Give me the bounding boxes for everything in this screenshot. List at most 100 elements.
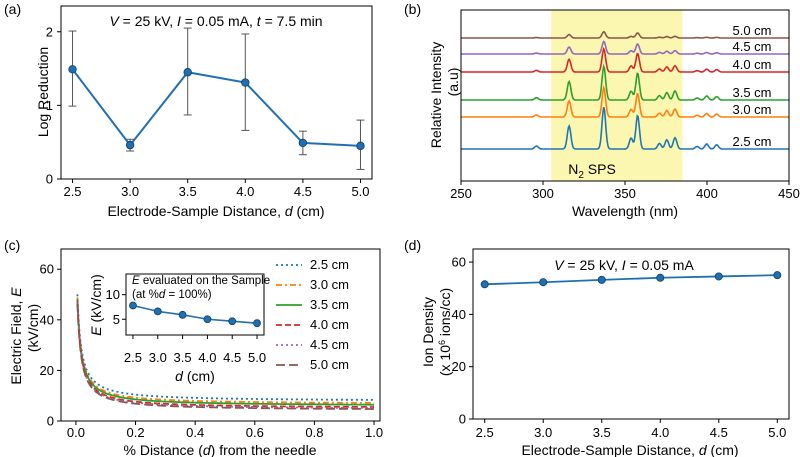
- data-point: [480, 280, 489, 289]
- spectrum-line: [461, 30, 789, 39]
- legend-label: 4.0 cm: [310, 317, 349, 332]
- inset-x-tick-label: 3.0: [149, 350, 167, 365]
- y-tick-label: 2: [46, 24, 53, 39]
- y-tick-label: 0: [47, 414, 54, 429]
- panel-d-axes-frame: [472, 248, 790, 420]
- field-curve: [76, 302, 374, 409]
- panel-c-legend: 2.5 cm 3.0 cm 3.5 cm 4.0 cm 4.5 cm 5.0 cm: [276, 257, 349, 372]
- x-tick-label: 0.8: [305, 425, 323, 440]
- panel-d-plot: [480, 271, 782, 289]
- panel-a-axes-frame: [60, 5, 373, 180]
- series-label: 4.0 cm: [732, 57, 771, 72]
- panel-a-x-axis-label: Electrode-Sample Distance, d (cm): [107, 203, 324, 219]
- data-point: [298, 138, 308, 148]
- panel-c-inset-frame: [125, 273, 265, 336]
- x-tick-label: 0.2: [126, 425, 144, 440]
- x-tick-label: 4.5: [294, 184, 312, 199]
- panel-d-y-axis-label-line1: Ion Density: [420, 297, 436, 367]
- panel-c: (c) 0.0 0.2 0.4 0.6 0.8 1.0 0 20 40 60 2.5 cm 3.0…: [4, 237, 383, 457]
- y-tick-label: 20: [452, 359, 466, 374]
- x-tick-label: 0.4: [186, 425, 204, 440]
- data-point: [773, 271, 782, 280]
- inset-x-tick-label: 4.0: [198, 350, 216, 365]
- y-tick-label: 40: [452, 307, 466, 322]
- spectrum-line: [461, 106, 789, 150]
- panel-b-y-axis-label-line1: Relative Intensity: [428, 42, 444, 149]
- x-tick-label: 450: [778, 186, 800, 201]
- x-tick-label: 0.6: [246, 425, 264, 440]
- x-tick-label: 3.5: [593, 425, 611, 440]
- data-point: [68, 65, 77, 74]
- field-curve: [76, 294, 374, 401]
- inset-data-point: [203, 315, 212, 324]
- x-tick-label: 5.0: [768, 425, 786, 440]
- panel-c-inset-plot: [129, 301, 261, 328]
- series-label: 4.5 cm: [732, 39, 771, 54]
- series-label: 2.5 cm: [732, 134, 771, 149]
- panel-b-y-axis-label-line2: (a.u): [445, 68, 461, 97]
- x-tick-label: 3.5: [179, 184, 197, 199]
- panel-b-spectra: [461, 30, 789, 150]
- data-point: [241, 78, 250, 87]
- x-tick-label: 3.0: [121, 184, 139, 199]
- series-label: 3.0 cm: [732, 102, 771, 117]
- panel-d: (d) V = 25 kV, I = 0.05 mA 2.5 3.0 3.5 4.0 4…: [404, 237, 790, 457]
- field-curve: [76, 299, 374, 406]
- panel-c-inset-x-label: d (cm): [175, 368, 215, 384]
- y-tick-label: 60: [40, 262, 54, 277]
- panel-c-y-axis-label-line1: Electric Field, E: [8, 287, 24, 385]
- x-tick-label: 2.5: [63, 184, 81, 199]
- inset-data-point: [153, 307, 162, 316]
- inset-data-point: [228, 317, 237, 326]
- panel-a-x-ticks: 2.5 3.0 3.5 4.0 4.5 5.0: [63, 179, 370, 199]
- panel-d-label: (d): [404, 237, 421, 253]
- legend-label: 3.5 cm: [310, 297, 349, 312]
- panel-d-x-axis-label: Electrode-Sample Distance, d (cm): [521, 442, 738, 457]
- field-curve: [76, 303, 374, 410]
- x-tick-label: 5.0: [351, 184, 369, 199]
- panel-c-curves: [76, 294, 374, 410]
- x-tick-label: 0.0: [67, 425, 85, 440]
- spectrum-line: [461, 63, 789, 101]
- x-tick-label: 250: [450, 186, 472, 201]
- inset-x-tick-label: 3.5: [174, 350, 192, 365]
- x-tick-label: 1.0: [365, 425, 383, 440]
- y-tick-label: 20: [40, 363, 54, 378]
- panel-d-y-axis-label-line2: (x 106 ions/cc): [437, 288, 453, 376]
- panel-b: (b) 2.5 cm 3.0 cm 3.5 cm 4.0 cm 4.5 cm5.0 cm…: [404, 1, 800, 219]
- inset-y-tick-label: 10: [106, 287, 120, 302]
- x-tick-label: 4.0: [651, 425, 669, 440]
- panel-a-plot: [68, 27, 365, 170]
- panel-a: (a) V = 25 kV, I = 0.05 mA, t = 7.5 min …: [4, 1, 373, 219]
- panel-c-inset-y-label: E (kV/cm): [88, 274, 104, 335]
- inset-data-point: [129, 301, 137, 310]
- panel-a-y-ticks: 0 1 2: [46, 24, 61, 187]
- inset-series-line: [132, 304, 258, 324]
- panel-b-x-ticks: 250 300 350 400 450: [450, 181, 800, 201]
- x-tick-label: 2.5: [476, 425, 494, 440]
- inset-y-tick-label: 5: [113, 312, 120, 327]
- y-tick-label: 40: [40, 312, 54, 327]
- panel-c-label: (c): [4, 237, 20, 253]
- data-point: [539, 278, 548, 287]
- panel-c-x-axis-label: % Distance (d) from the needle: [124, 442, 317, 457]
- legend-label: 3.0 cm: [310, 277, 349, 292]
- panel-c-y-axis-label-line2: (kV/cm): [25, 304, 41, 352]
- panel-c-inset-y-ticks: 5 10: [106, 287, 126, 327]
- x-tick-label: 350: [614, 186, 636, 201]
- panel-c-y-ticks: 0 20 40 60: [40, 262, 61, 429]
- data-point: [125, 140, 135, 150]
- series-line: [71, 68, 361, 147]
- panel-d-x-ticks: 2.5 3.0 3.5 4.0 4.5 5.0: [476, 419, 786, 440]
- x-tick-label: 4.0: [236, 184, 254, 199]
- inset-x-tick-label: 4.5: [223, 350, 241, 365]
- series-label: 3.5 cm: [732, 85, 771, 100]
- panel-c-inset-x-ticks: 2.5 3.0 3.5 4.0 4.5 5.0: [124, 335, 266, 365]
- panel-d-y-ticks: 0 20 40 60: [452, 255, 473, 427]
- series-line: [484, 274, 778, 286]
- inset-data-point: [178, 310, 187, 319]
- spectrum-line: [461, 40, 789, 55]
- spectrum-line: [461, 46, 789, 73]
- y-tick-label: 0: [459, 412, 466, 427]
- y-tick-label: 60: [452, 255, 466, 270]
